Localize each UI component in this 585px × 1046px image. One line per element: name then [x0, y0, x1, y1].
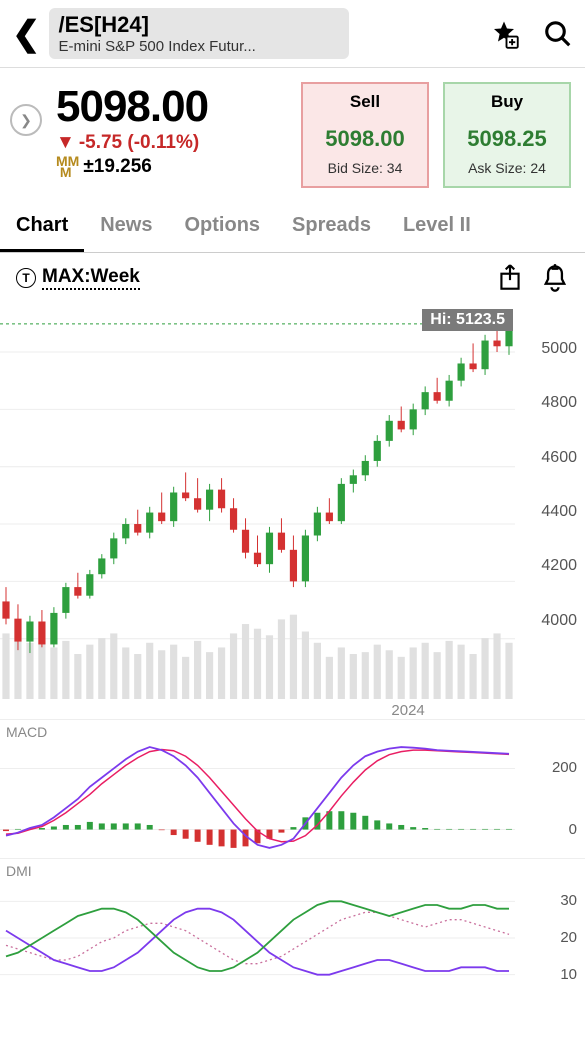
sell-box[interactable]: Sell 5098.00 Bid Size: 34 [301, 82, 429, 188]
expand-button[interactable]: ❯ [10, 104, 42, 136]
price-column: 5098.00 ▼ -5.75 (-0.11%) MM M ±19.256 [56, 82, 287, 178]
price-y-axis: 400042004400460048005000 [519, 309, 585, 699]
top-bar: ❮ /ES[H24] E-mini S&P 500 Index Futur... [0, 0, 585, 68]
alert-bell-icon[interactable] [541, 263, 569, 293]
tab-level2[interactable]: Level II [387, 202, 487, 252]
last-price: 5098.00 [56, 82, 287, 132]
bid-size: Bid Size: 34 [307, 160, 423, 176]
ticker-symbol: /ES[H24] [59, 12, 339, 38]
high-badge: Hi: 5123.5 [422, 309, 513, 331]
tab-news[interactable]: News [84, 202, 168, 252]
macd-panel[interactable]: MACD 0200 [0, 719, 585, 854]
timeframe-t-icon: T [16, 268, 36, 288]
tab-options[interactable]: Options [168, 202, 276, 252]
timeframe-selector[interactable]: T MAX:Week [16, 266, 140, 290]
top-icons [489, 19, 573, 49]
buy-label: Buy [449, 92, 565, 112]
mm-icon: MM M [56, 156, 79, 178]
ticker-name: E-mini S&P 500 Index Futur... [59, 38, 339, 55]
buy-box[interactable]: Buy 5098.25 Ask Size: 24 [443, 82, 571, 188]
x-label-2024: 2024 [391, 702, 424, 719]
tab-spreads[interactable]: Spreads [276, 202, 387, 252]
favorite-icon[interactable] [489, 19, 519, 49]
dmi-panel[interactable]: DMI 102030 [0, 858, 585, 993]
timeframe-label: MAX:Week [42, 266, 140, 290]
price-chart[interactable]: Hi: 5123.5 400042004400460048005000 2024 [0, 309, 585, 719]
ask-price: 5098.25 [449, 126, 565, 152]
tab-bar: Chart News Options Spreads Level II [0, 202, 585, 253]
chart-tools: T MAX:Week [0, 253, 585, 303]
ticker-pill[interactable]: /ES[H24] E-mini S&P 500 Index Futur... [49, 8, 349, 59]
search-icon[interactable] [543, 19, 573, 49]
down-triangle-icon: ▼ [56, 132, 75, 154]
quote-row: ❯ 5098.00 ▼ -5.75 (-0.11%) MM M ±19.256 … [0, 68, 585, 202]
mm-row: MM M ±19.256 [56, 156, 287, 178]
price-change-text: -5.75 (-0.11%) [79, 132, 199, 154]
macd-label: MACD [0, 720, 585, 744]
macd-body: 0200 [0, 744, 585, 854]
ask-size: Ask Size: 24 [449, 160, 565, 176]
tab-chart[interactable]: Chart [0, 202, 84, 252]
share-icon[interactable] [497, 263, 523, 293]
bid-price: 5098.00 [307, 126, 423, 152]
sell-label: Sell [307, 92, 423, 112]
mm-value: ±19.256 [83, 156, 152, 178]
chart-canvas: Hi: 5123.5 [0, 309, 515, 699]
dmi-label: DMI [0, 859, 585, 883]
price-change: ▼ -5.75 (-0.11%) [56, 132, 287, 154]
back-button[interactable]: ❮ [12, 17, 41, 51]
dmi-body: 102030 [0, 883, 585, 993]
chart-tool-icons [497, 263, 569, 293]
